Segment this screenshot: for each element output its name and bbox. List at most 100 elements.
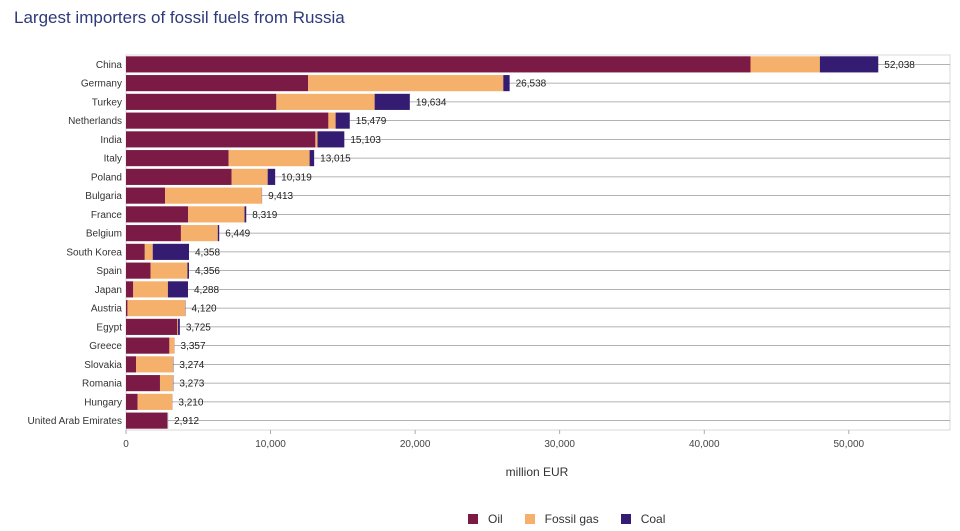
legend-swatch — [524, 514, 535, 524]
bar-oil-greece[interactable] — [126, 337, 170, 354]
bar-coal-belgium[interactable] — [217, 225, 220, 242]
bar-oil-poland[interactable] — [126, 168, 232, 185]
bar-gas-belgium[interactable] — [180, 225, 218, 242]
bar-oil-belgium[interactable] — [126, 225, 181, 242]
category-label: Austria — [91, 304, 123, 315]
bar-gas-germany[interactable] — [308, 75, 504, 92]
total-label: 3,725 — [186, 322, 211, 333]
total-label: 3,210 — [178, 397, 203, 408]
legend-swatch — [468, 514, 478, 524]
category-label: France — [91, 210, 123, 221]
total-label: 15,103 — [350, 135, 381, 146]
bar-coal-netherlands[interactable] — [335, 112, 350, 129]
bar-oil-spain[interactable] — [126, 262, 151, 279]
bar-oil-netherlands[interactable] — [126, 112, 329, 129]
total-label: 19,634 — [416, 97, 447, 108]
bar-gas-poland[interactable] — [231, 168, 268, 185]
bar-gas-india[interactable] — [315, 131, 318, 148]
bar-oil-south-korea[interactable] — [126, 243, 145, 260]
bar-gas-spain[interactable] — [150, 262, 188, 279]
total-label: 13,015 — [320, 154, 351, 165]
bar-coal-poland[interactable] — [267, 168, 276, 185]
bar-gas-hungary[interactable] — [137, 393, 173, 410]
legend-item-coal[interactable]: Coal — [620, 512, 666, 526]
category-label: Spain — [96, 266, 122, 277]
category-label: Egypt — [96, 322, 122, 333]
bar-gas-japan[interactable] — [133, 281, 168, 298]
x-tick-label: 10,000 — [255, 439, 286, 450]
bar-oil-hungary[interactable] — [126, 393, 138, 410]
bar-gas-south-korea[interactable] — [144, 243, 153, 260]
category-label: Romania — [82, 379, 122, 390]
bar-gas-france[interactable] — [188, 206, 245, 223]
total-label: 9,413 — [268, 191, 293, 202]
category-label: Poland — [91, 172, 122, 183]
legend-label: Coal — [640, 512, 666, 526]
bar-coal-china[interactable] — [819, 56, 879, 73]
category-label: Belgium — [86, 229, 122, 240]
total-label: 6,449 — [225, 229, 250, 240]
category-label: India — [100, 135, 122, 146]
bar-gas-italy[interactable] — [228, 150, 310, 167]
total-label: 4,356 — [195, 266, 220, 277]
bar-gas-greece[interactable] — [169, 337, 175, 354]
total-label: 26,538 — [516, 79, 547, 90]
bar-coal-egypt[interactable] — [178, 318, 180, 335]
x-tick-label: 20,000 — [400, 439, 431, 450]
total-label: 52,038 — [884, 60, 915, 71]
bar-oil-china[interactable] — [126, 56, 751, 73]
bar-gas-turkey[interactable] — [276, 93, 375, 110]
legend-item-oil[interactable]: Oil — [468, 512, 503, 526]
plot-area — [125, 54, 951, 431]
bar-coal-germany[interactable] — [503, 75, 510, 92]
x-tick-label: 0 — [123, 439, 129, 450]
bar-oil-germany[interactable] — [126, 75, 309, 92]
chart-title: Largest importers of fossil fuels from R… — [14, 8, 345, 27]
bar-gas-romania[interactable] — [159, 375, 173, 392]
bar-coal-japan[interactable] — [167, 281, 188, 298]
bar-coal-south-korea[interactable] — [152, 243, 189, 260]
bar-oil-italy[interactable] — [126, 150, 229, 167]
category-label: Bulgaria — [85, 191, 122, 202]
bar-gas-netherlands[interactable] — [328, 112, 336, 129]
bar-oil-united-arab-emirates[interactable] — [126, 412, 168, 429]
bar-oil-slovakia[interactable] — [126, 356, 137, 373]
category-label: Turkey — [92, 97, 122, 108]
bar-oil-france[interactable] — [126, 206, 189, 223]
bar-oil-romania[interactable] — [126, 375, 160, 392]
bar-gas-china[interactable] — [750, 56, 820, 73]
bar-coal-india[interactable] — [317, 131, 345, 148]
bar-gas-egypt[interactable] — [177, 318, 179, 335]
category-label: Japan — [95, 285, 122, 296]
category-label: Greece — [89, 341, 122, 352]
category-label: Slovakia — [84, 360, 122, 371]
total-label: 2,912 — [174, 416, 199, 427]
legend-swatch — [620, 514, 631, 524]
bar-gas-austria[interactable] — [127, 300, 186, 317]
bar-oil-austria[interactable] — [126, 300, 128, 317]
bar-coal-turkey[interactable] — [374, 93, 410, 110]
total-label: 3,274 — [179, 360, 204, 371]
legend: Oil Fossil gas Coal — [468, 512, 687, 526]
bar-oil-japan[interactable] — [126, 281, 134, 298]
total-label: 4,358 — [195, 247, 220, 258]
bar-coal-france[interactable] — [244, 206, 247, 223]
category-label: China — [96, 60, 123, 71]
bar-oil-india[interactable] — [126, 131, 316, 148]
category-label: Hungary — [84, 397, 122, 408]
category-label: Italy — [104, 154, 122, 165]
total-label: 15,479 — [356, 116, 387, 127]
bar-gas-bulgaria[interactable] — [165, 187, 262, 204]
legend-label: Fossil gas — [544, 512, 599, 526]
bar-coal-italy[interactable] — [309, 150, 315, 167]
bar-oil-egypt[interactable] — [126, 318, 178, 335]
legend-item-fossil-gas[interactable]: Fossil gas — [524, 512, 599, 526]
bar-oil-turkey[interactable] — [126, 93, 277, 110]
total-label: 3,357 — [181, 341, 206, 352]
category-label: South Korea — [66, 247, 122, 258]
bar-oil-bulgaria[interactable] — [126, 187, 166, 204]
x-tick-label: 30,000 — [544, 439, 575, 450]
bar-gas-slovakia[interactable] — [136, 356, 173, 373]
total-label: 10,319 — [281, 172, 312, 183]
bar-coal-spain[interactable] — [187, 262, 189, 279]
